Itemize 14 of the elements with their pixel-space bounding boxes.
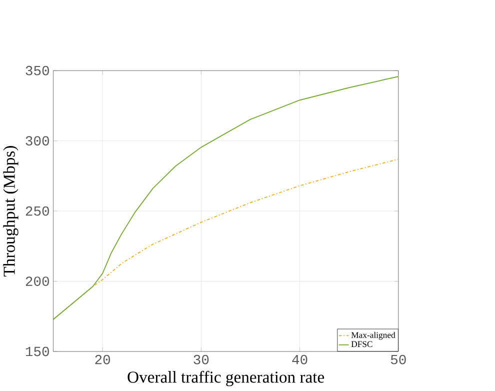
x-tick-label: 30 (194, 354, 209, 364)
legend-label: Max-aligned (351, 332, 396, 340)
y-tick-label: 200 (26, 276, 49, 286)
x-axis-title: Overall traffic generation rate (128, 370, 324, 386)
x-tick-label: 50 (390, 354, 406, 364)
y-tick-label: 250 (26, 206, 49, 216)
x-tick-label: 40 (292, 354, 308, 364)
y-tick-label: 300 (26, 136, 49, 146)
y-tick-label: 150 (26, 346, 49, 356)
x-tick-label: 20 (95, 354, 110, 364)
y-axis-title: Throughput (Mbps) (3, 146, 18, 276)
legend-label: DFSC (351, 341, 372, 347)
y-tick-label: 350 (26, 66, 49, 76)
line-series (53, 76, 398, 320)
